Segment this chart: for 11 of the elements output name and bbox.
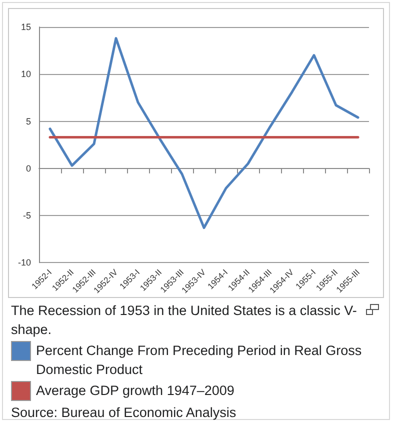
text: The Recession of 1953 in the United States is a classic V-shape. xyxy=(11,302,358,339)
y-tick-label: -10 xyxy=(18,258,31,268)
y-tick-label: 15 xyxy=(20,22,31,32)
y-tick-label: 10 xyxy=(20,69,31,80)
y-tick-label: 5 xyxy=(26,116,31,126)
y-tick-label: -5 xyxy=(22,210,31,221)
legend-label: Percent Change From Preceding Period in Real Gross Domestic Product xyxy=(36,342,363,379)
y-tick-label: 0 xyxy=(26,163,31,174)
line-series xyxy=(48,37,360,230)
legend-label: Average GDP growth 1947–2009 xyxy=(36,382,234,400)
source-note: Source: Bureau of Economic Analysis xyxy=(11,404,238,422)
